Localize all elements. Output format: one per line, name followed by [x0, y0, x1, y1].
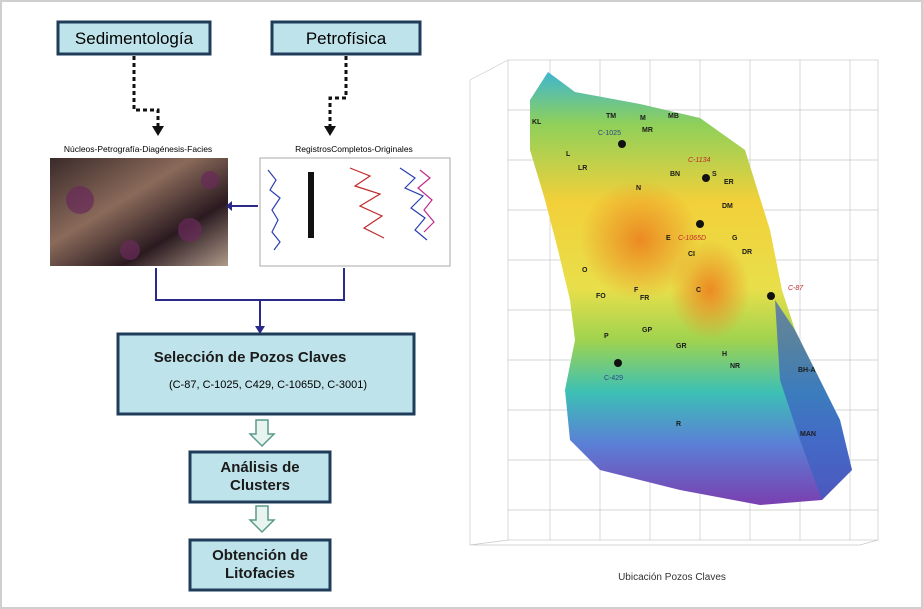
core-caption: Núcleos-Petrografía-Diagénesis-Facies — [64, 144, 212, 154]
petrophysics-label: Petrofísica — [306, 29, 387, 48]
map-label: N — [636, 185, 641, 192]
map-label: C-1025 — [598, 130, 621, 137]
map-label: TM — [606, 113, 616, 120]
map-label: C-1134 — [688, 157, 711, 164]
logs-caption: RegistrosCompletos-Originales — [295, 144, 413, 154]
map-label: C-429 — [604, 375, 623, 382]
map-label: MAN — [800, 431, 816, 438]
figure: Sedimentología Petrofísica Núcleos-Petro… — [0, 0, 923, 609]
map-label: P — [604, 333, 609, 340]
selection-wells: (C-87, C-1025, C429, C-1065D, C-3001) — [169, 379, 367, 391]
map-label: C-1065D — [678, 235, 706, 242]
map-caption: Ubicación Pozos Claves — [618, 572, 726, 583]
label-line: Análisis de — [220, 459, 299, 476]
sedimentology-label: Sedimentología — [75, 29, 194, 48]
map-label: S — [712, 171, 717, 178]
map-label: H — [722, 351, 727, 358]
map-label: C-87 — [788, 285, 804, 292]
map-high — [670, 240, 750, 340]
map-label: GP — [642, 327, 652, 334]
map-label: E — [666, 235, 671, 242]
map-label: BH-A — [798, 367, 816, 374]
map-label: BN — [670, 171, 680, 178]
label-line: Litofacies — [225, 565, 295, 582]
map-label: G — [732, 235, 738, 242]
map-label: DM — [722, 203, 733, 210]
map-label: MR — [642, 127, 653, 134]
map-label: CI — [688, 251, 695, 258]
log-image — [260, 158, 450, 266]
label-line: Obtención de — [212, 547, 308, 564]
map-label: KL — [532, 119, 542, 126]
map-label: NR — [730, 363, 740, 370]
map-label: FR — [640, 295, 649, 302]
map-label: O — [582, 267, 588, 274]
map-label: FO — [596, 293, 606, 300]
label-line: Clusters — [230, 477, 290, 494]
map-label: GR — [676, 343, 687, 350]
map-label: LR — [578, 165, 587, 172]
log-track — [308, 172, 314, 238]
map-label: R — [676, 421, 681, 428]
map-label: M — [640, 115, 646, 122]
map-label: F — [634, 287, 639, 294]
map-label: MB — [668, 113, 679, 120]
selection-title: Selección de Pozos Claves — [154, 349, 347, 366]
map-label: L — [566, 151, 571, 158]
selection-box — [118, 334, 414, 414]
map-label: C — [696, 287, 701, 294]
page: Sedimentología Petrofísica Núcleos-Petro… — [0, 0, 923, 609]
map-label: ER — [724, 179, 734, 186]
map-label: DR — [742, 249, 752, 256]
